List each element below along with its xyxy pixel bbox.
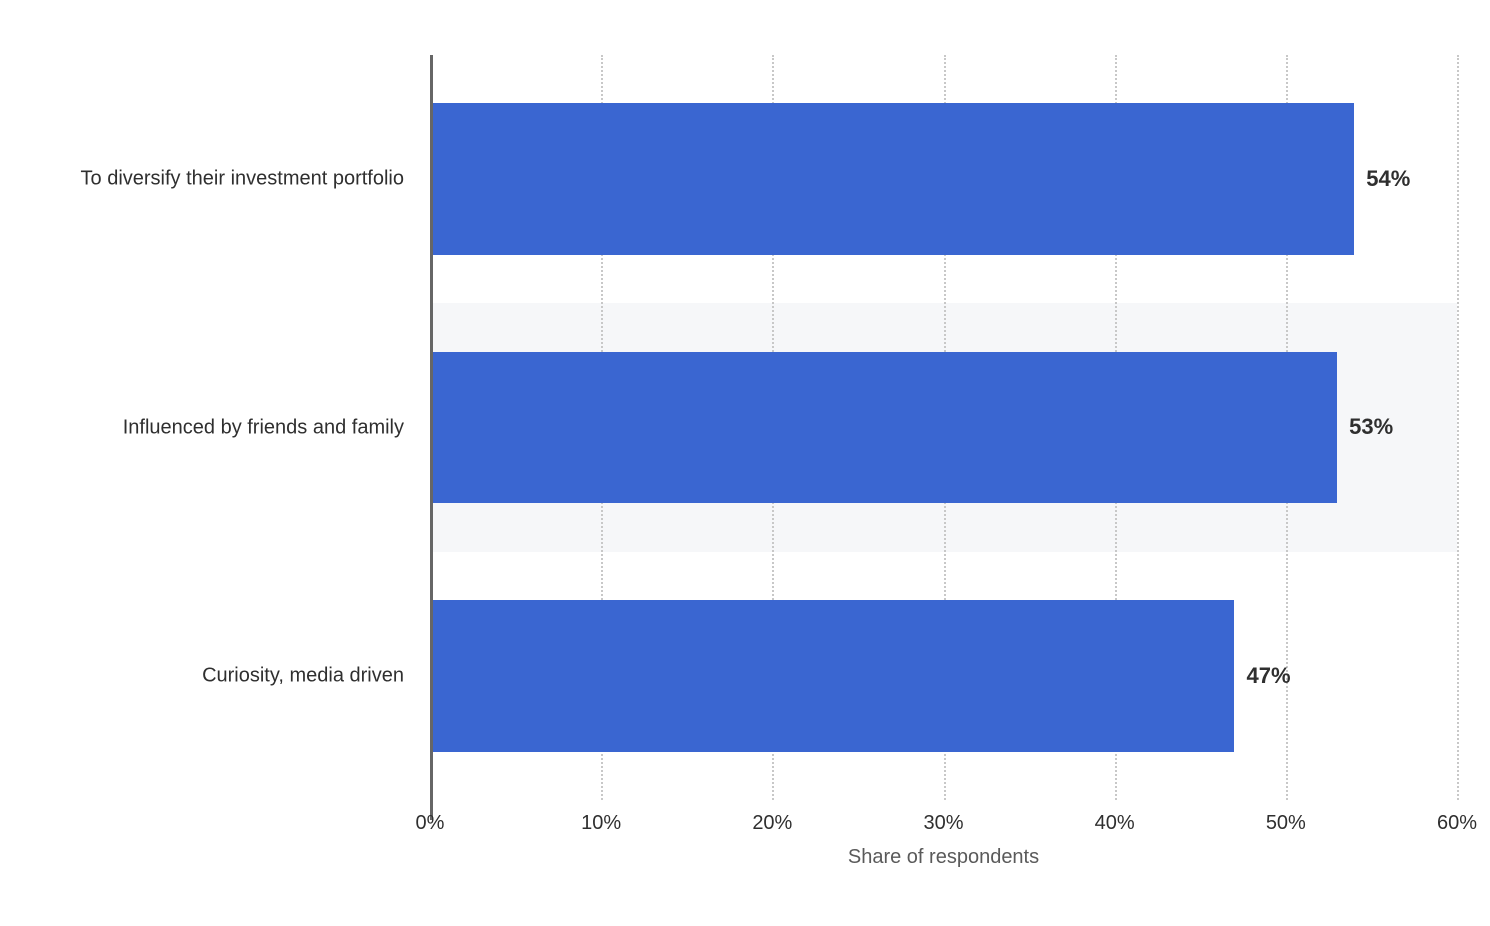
gridline: [1457, 55, 1459, 800]
x-tick-label: 10%: [581, 812, 621, 835]
x-tick-label: 20%: [752, 812, 792, 835]
x-tick-label: 0%: [416, 812, 445, 835]
bar-value-label: 54%: [1366, 166, 1410, 192]
bar: [430, 352, 1337, 503]
bar: [430, 103, 1354, 254]
bar-row: 54%: [430, 103, 1457, 254]
bar-value-label: 53%: [1349, 414, 1393, 440]
category-label: To diversify their investment portfolio: [81, 168, 404, 191]
y-axis-line: [430, 55, 433, 820]
bar-value-label: 47%: [1246, 663, 1290, 689]
x-tick-label: 60%: [1437, 812, 1477, 835]
x-tick-label: 30%: [923, 812, 963, 835]
category-label: Influenced by friends and family: [123, 416, 404, 439]
category-label: Curiosity, media driven: [202, 664, 404, 687]
x-axis-title: Share of respondents: [848, 846, 1039, 869]
bar: [430, 600, 1234, 751]
chart-card: 54% To diversify their investment portfol…: [0, 0, 1490, 926]
plot-area: 54%To diversify their investment portfol…: [430, 55, 1457, 800]
x-tick-label: 50%: [1266, 812, 1306, 835]
bar-row: 47%: [430, 600, 1457, 751]
x-tick-label: 40%: [1095, 812, 1135, 835]
bar-row: 53%: [430, 352, 1457, 503]
